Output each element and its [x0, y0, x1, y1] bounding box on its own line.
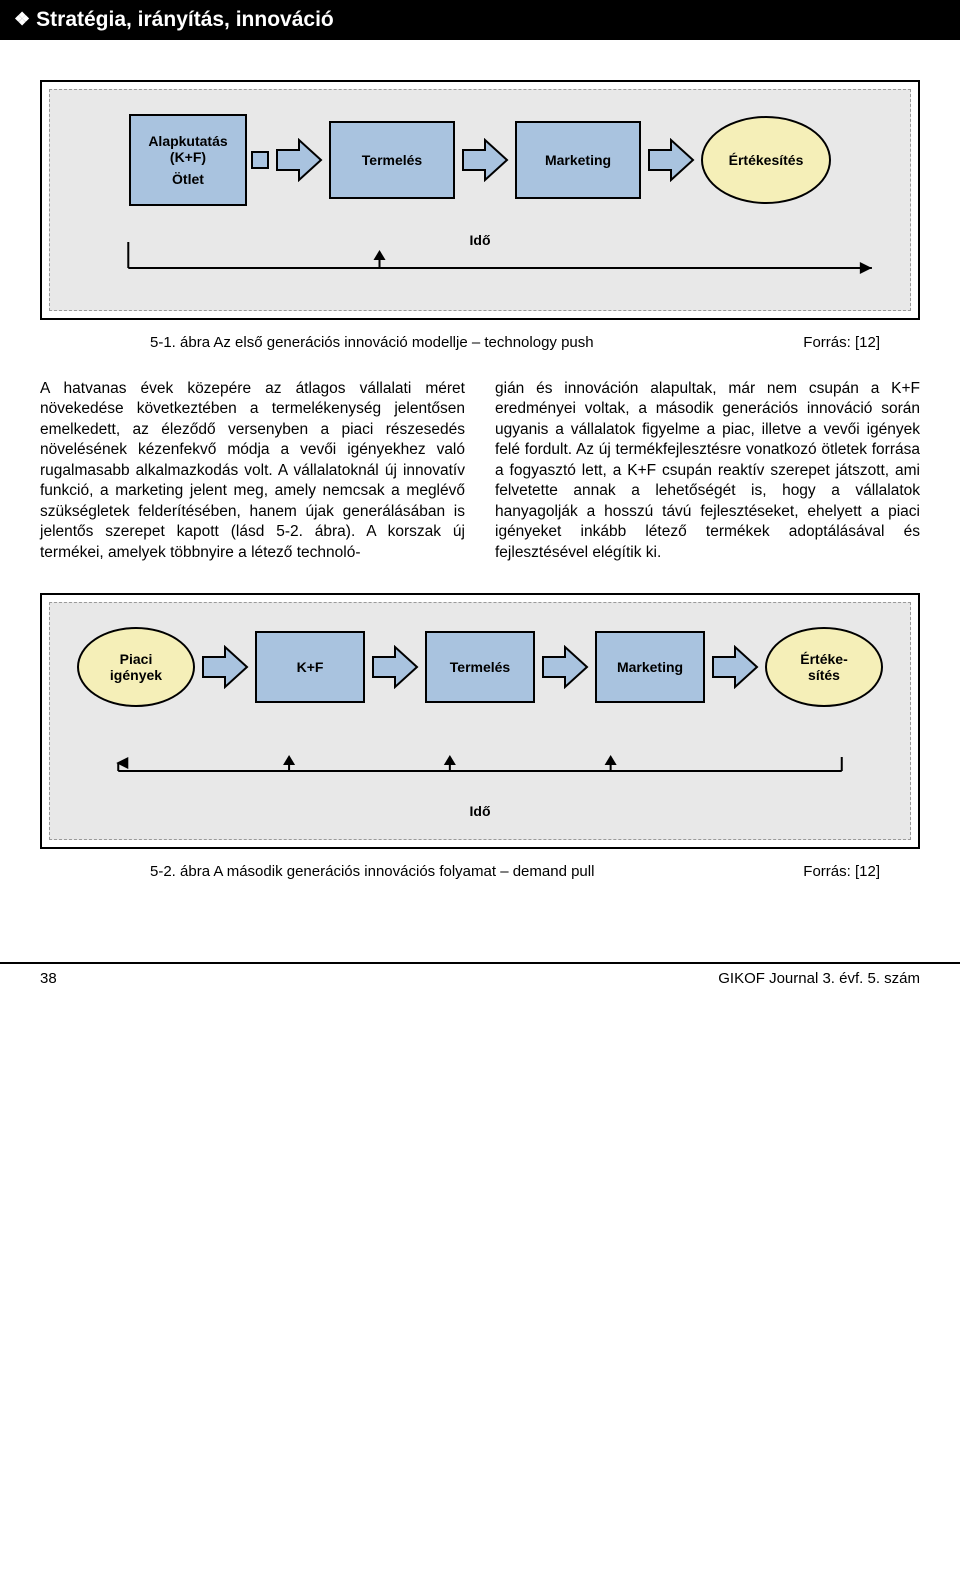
diagram-1-caption-row: 5-1. ábra Az első generációs innováció m… [40, 324, 920, 351]
diagram-2-caption-row: 5-2. ábra A második generációs innováció… [40, 853, 920, 880]
node-d2-marketing: Marketing [595, 631, 705, 703]
node-piaci-l2: igények [110, 667, 162, 683]
node-kf-label: K+F [297, 659, 324, 675]
node-d2-ertekesites: Értéke- sítés [765, 627, 883, 707]
body-col-1: A hatvanas évek közepére az átlagos váll… [40, 379, 465, 563]
arrow-2 [461, 138, 509, 182]
node-d2-termeles: Termelés [425, 631, 535, 703]
arrow-1 [275, 138, 323, 182]
node-kf: K+F [255, 631, 365, 703]
arrow-3 [647, 138, 695, 182]
node-termeles: Termelés [329, 121, 455, 199]
arrow-d2-1 [201, 645, 249, 689]
diagram-1-container: Alapkutatás (K+F) Ötlet Termelés [40, 40, 920, 324]
node-alapkutatas-l1: Alapkutatás [148, 133, 227, 149]
section-title: Stratégia, irányítás, innováció [36, 8, 334, 31]
diagram-1-frame: Alapkutatás (K+F) Ötlet Termelés [40, 80, 920, 320]
node-d2-ertekesites-l2: sítés [800, 667, 847, 683]
node-alapkutatas: Alapkutatás (K+F) Ötlet [129, 114, 247, 206]
node-d2-termeles-label: Termelés [450, 659, 510, 675]
arrow-d2-2 [371, 645, 419, 689]
diagram-1-panel: Alapkutatás (K+F) Ötlet Termelés [49, 89, 911, 311]
diagram-1-source: Forrás: [12] [803, 334, 880, 351]
journal-ref: GIKOF Journal 3. évf. 5. szám [718, 970, 920, 987]
node-termeles-label: Termelés [362, 152, 422, 168]
diagram-2-caption: 5-2. ábra A második generációs innováció… [150, 863, 594, 880]
body-col-2: gián és innováción alapultak, már nem cs… [495, 379, 920, 563]
node-marketing-label: Marketing [545, 152, 611, 168]
node-ertekesites-label: Értékesítés [729, 152, 804, 168]
page-footer: 38 GIKOF Journal 3. évf. 5. szám [0, 962, 960, 1005]
diamond-icon: ❖ [14, 9, 30, 30]
diagram-1-caption: 5-1. ábra Az első generációs innováció m… [150, 334, 594, 351]
node-ertekesites: Értékesítés [701, 116, 831, 204]
diagram-1-time-label: Idő [470, 232, 491, 248]
arrow-d2-3 [541, 645, 589, 689]
diagram-2-timeline: Idő [68, 751, 892, 823]
diagram-2-container: Piaci igények K+F Termelés [40, 573, 920, 853]
diagram-2-flow: Piaci igények K+F Termelés [68, 627, 892, 707]
node-d2-ertekesites-l1: Értéke- [800, 651, 847, 667]
section-header: ❖ Stratégia, irányítás, innováció [0, 0, 960, 40]
page-content: Alapkutatás (K+F) Ötlet Termelés [0, 40, 960, 892]
diagram-2-source: Forrás: [12] [803, 863, 880, 880]
node-piaci-igenyek: Piaci igények [77, 627, 195, 707]
node-piaci-l1: Piaci [110, 651, 162, 667]
node-alapkutatas-l3: Ötlet [172, 171, 204, 187]
diagram-1-timeline: Idő [68, 234, 892, 294]
diagram-2-time-label: Idő [470, 803, 491, 819]
diagram-1-flow: Alapkutatás (K+F) Ötlet Termelés [68, 114, 892, 206]
node-d2-marketing-label: Marketing [617, 659, 683, 675]
diagram-2-panel: Piaci igények K+F Termelés [49, 602, 911, 840]
arrow-d2-4 [711, 645, 759, 689]
node-alapkutatas-l2: (K+F) [170, 149, 206, 165]
timeline-2-arrow-icon [68, 751, 892, 791]
body-columns: A hatvanas évek közepére az átlagos váll… [40, 351, 920, 573]
page-number: 38 [40, 970, 57, 987]
node-marketing: Marketing [515, 121, 641, 199]
connector-square-1 [251, 151, 269, 169]
diagram-2-frame: Piaci igények K+F Termelés [40, 593, 920, 849]
